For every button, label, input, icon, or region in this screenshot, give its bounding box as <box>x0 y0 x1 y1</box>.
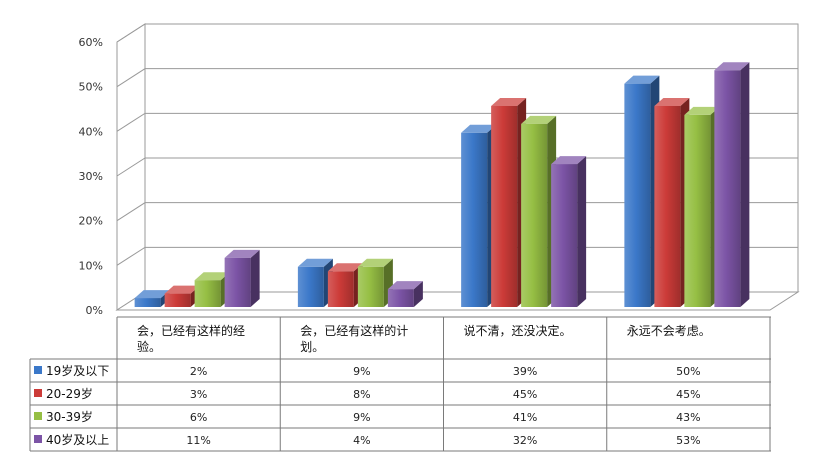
bar-front <box>194 280 221 307</box>
data-label: 43% <box>676 411 700 424</box>
bar-top <box>654 98 690 106</box>
bar-front <box>491 106 518 307</box>
category-label-line: 验。 <box>137 339 161 354</box>
bar <box>461 124 497 307</box>
bar-front <box>551 164 578 307</box>
bar-top <box>624 75 660 84</box>
bar <box>491 98 527 307</box>
bar-top <box>551 156 587 165</box>
category-label: 会，已经有这样的经验。 <box>137 323 245 354</box>
category-label-line: 说不清，还没决定。 <box>464 323 572 338</box>
bar <box>521 115 557 307</box>
legend-swatch <box>34 366 42 374</box>
bar-front <box>654 106 681 307</box>
bar <box>684 106 720 307</box>
bar-front <box>461 132 488 307</box>
bar-top <box>714 62 750 71</box>
data-label: 53% <box>676 434 700 447</box>
bar <box>224 249 260 307</box>
bar-front <box>387 289 414 307</box>
bar <box>714 62 750 308</box>
legend-swatch <box>34 389 42 397</box>
bar-front <box>684 114 711 307</box>
bar-top <box>224 249 260 258</box>
data-label: 3% <box>190 388 207 401</box>
bar-side <box>250 249 260 307</box>
gridline <box>116 23 798 43</box>
y-tick-label: 40% <box>79 125 103 138</box>
category-label-line: 会，已经有这样的经 <box>137 323 245 338</box>
bar-top <box>387 281 423 290</box>
data-label: 45% <box>676 388 700 401</box>
y-tick-label: 20% <box>79 215 103 228</box>
bar <box>624 75 660 308</box>
legend-label: 20-29岁 <box>46 386 93 401</box>
bar-top <box>134 290 170 299</box>
data-label: 6% <box>190 411 207 424</box>
bar-front <box>164 293 191 307</box>
bar-top <box>684 106 720 115</box>
y-tick-label: 30% <box>79 170 103 183</box>
bar <box>297 258 333 307</box>
legend-label: 30-39岁 <box>46 409 93 424</box>
bar-front <box>357 266 384 307</box>
bar-front <box>297 266 324 307</box>
data-label: 8% <box>353 388 370 401</box>
bar-top <box>194 272 230 281</box>
bar-top <box>491 98 527 106</box>
data-label: 9% <box>353 411 370 424</box>
bar-front <box>224 257 251 307</box>
data-label: 2% <box>190 365 207 378</box>
bar-top <box>521 115 557 124</box>
category-label: 会，已经有这样的计划。 <box>300 323 408 354</box>
bar-front <box>134 298 161 307</box>
data-label: 9% <box>353 365 370 378</box>
y-tick-label: 50% <box>79 81 103 94</box>
bar-side <box>577 156 587 307</box>
bar <box>551 156 587 307</box>
gridline <box>116 112 798 132</box>
category-label-line: 会，已经有这样的计 <box>300 323 408 338</box>
bar <box>654 98 690 307</box>
data-label: 39% <box>513 365 537 378</box>
data-label: 11% <box>186 434 210 447</box>
category-label: 永远不会考虑。 <box>627 324 711 338</box>
bar-top <box>357 258 393 267</box>
bar <box>327 263 363 307</box>
y-tick-label: 60% <box>79 36 103 49</box>
bar <box>194 272 230 307</box>
legend-swatch <box>34 435 42 443</box>
y-tick-label: 10% <box>79 259 103 272</box>
category-label-line: 永远不会考虑。 <box>627 324 711 338</box>
bar-side <box>740 62 750 308</box>
data-label: 50% <box>676 365 700 378</box>
bar-front <box>624 83 651 308</box>
legend-swatch <box>34 412 42 420</box>
data-label: 45% <box>513 388 537 401</box>
gridline <box>116 68 798 88</box>
bar-top <box>461 124 497 133</box>
category-label: 说不清，还没决定。 <box>464 323 572 338</box>
bar-front <box>327 271 354 307</box>
bar-side <box>413 281 423 307</box>
data-label: 41% <box>513 411 537 424</box>
bar <box>387 281 423 307</box>
bar-front <box>714 70 741 308</box>
legend-label: 19岁及以下 <box>46 363 109 378</box>
bar-top <box>327 263 363 272</box>
category-label-line: 划。 <box>300 340 324 354</box>
data-label: 4% <box>353 434 370 447</box>
bar <box>357 258 393 307</box>
bar-top <box>297 258 333 267</box>
bar-top <box>164 285 200 294</box>
y-tick-label: 0% <box>86 304 103 317</box>
data-label: 32% <box>513 434 537 447</box>
legend-label: 40岁及以上 <box>46 432 109 447</box>
bar-front <box>521 123 548 307</box>
